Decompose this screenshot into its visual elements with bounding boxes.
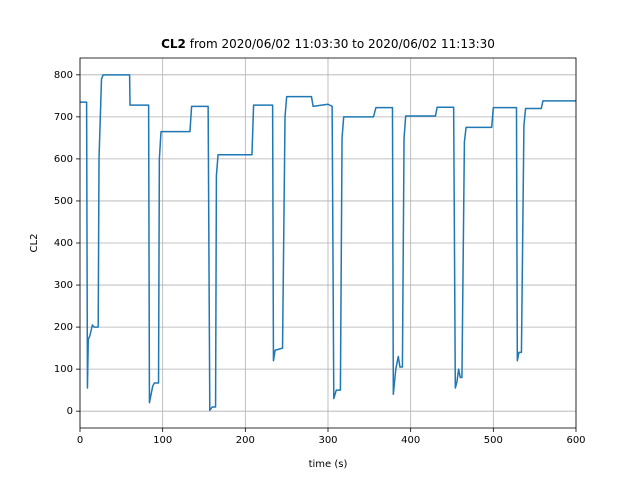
y-tick-label: 700 — [54, 112, 73, 123]
x-tick-label: 400 — [401, 435, 420, 446]
y-tick-label: 200 — [54, 322, 73, 333]
x-axis-label: time (s) — [309, 459, 348, 470]
y-axis-label: CL2 — [29, 234, 40, 253]
plot-frame — [79, 57, 577, 429]
y-tick-label: 300 — [54, 280, 73, 291]
y-tick-label: 800 — [54, 70, 73, 81]
title-text: from 2020/06/02 11:03:30 to 2020/06/02 1… — [190, 37, 495, 51]
x-tick-label: 200 — [236, 435, 255, 446]
x-tick-label: 500 — [484, 435, 503, 446]
y-tick-label: 600 — [54, 154, 73, 165]
title-bold: CL2 — [161, 37, 186, 51]
x-tick-label: 300 — [318, 435, 337, 446]
y-tick-label: 500 — [54, 196, 73, 207]
x-tick-label: 600 — [566, 435, 585, 446]
y-tick-label: 100 — [54, 364, 73, 375]
data-line — [80, 74, 576, 412]
x-tick-label: 100 — [153, 435, 172, 446]
x-tick-label: 0 — [77, 435, 83, 446]
chart-title: CL2 from 2020/06/02 11:03:30 to 2020/06/… — [161, 37, 495, 51]
y-tick-label: 400 — [54, 238, 73, 249]
y-tick-label: 0 — [67, 406, 73, 417]
